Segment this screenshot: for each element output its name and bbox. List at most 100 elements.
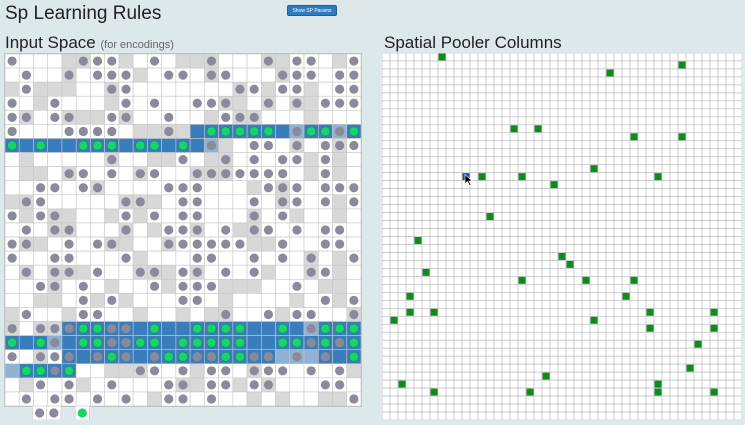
sp-column[interactable] (501, 92, 511, 102)
sp-column[interactable] (453, 132, 463, 142)
sp-column[interactable] (565, 76, 575, 86)
sp-column[interactable] (405, 315, 415, 325)
sp-column[interactable] (709, 371, 719, 381)
sp-column[interactable] (549, 236, 559, 245)
sp-column[interactable] (693, 212, 703, 221)
sp-column[interactable] (453, 148, 463, 158)
sp-column[interactable] (517, 395, 527, 405)
sp-column[interactable] (605, 411, 615, 420)
sp-column[interactable] (701, 236, 711, 245)
sp-column[interactable] (701, 308, 711, 317)
sp-column[interactable] (669, 236, 679, 245)
sp-column[interactable] (621, 387, 631, 397)
sp-column[interactable] (605, 308, 615, 317)
sp-column[interactable] (437, 315, 447, 325)
sp-column[interactable] (597, 323, 607, 333)
sp-column[interactable] (701, 68, 711, 78)
sp-column[interactable] (461, 371, 471, 381)
sp-column[interactable] (605, 244, 615, 253)
input-cell[interactable] (317, 391, 333, 406)
input-cell[interactable] (75, 250, 91, 266)
sp-column[interactable] (629, 403, 639, 413)
input-cell[interactable] (346, 377, 361, 393)
sp-column[interactable] (461, 387, 471, 397)
sp-column[interactable] (533, 108, 543, 118)
sp-column[interactable] (405, 403, 415, 413)
input-cell[interactable] (246, 321, 262, 336)
sp-column[interactable] (701, 180, 711, 189)
sp-column[interactable] (429, 196, 439, 205)
sp-column[interactable] (709, 164, 719, 173)
sp-column[interactable] (461, 363, 471, 373)
sp-column[interactable] (725, 220, 735, 229)
sp-column[interactable] (573, 395, 583, 405)
sp-column[interactable] (565, 411, 575, 420)
sp-column[interactable] (517, 53, 527, 62)
sp-column[interactable] (557, 347, 567, 357)
sp-column[interactable] (645, 252, 655, 261)
sp-column[interactable] (581, 292, 591, 301)
input-cell[interactable] (189, 81, 205, 97)
input-cell[interactable] (90, 81, 105, 97)
sp-column[interactable] (637, 188, 647, 197)
sp-column[interactable] (461, 148, 471, 158)
sp-column[interactable] (405, 92, 415, 102)
sp-column[interactable] (661, 315, 671, 325)
input-cell[interactable] (47, 138, 63, 153)
sp-column[interactable] (445, 220, 455, 229)
sp-column[interactable] (549, 172, 559, 181)
sp-column[interactable] (389, 84, 399, 94)
sp-column[interactable] (685, 379, 695, 389)
sp-column[interactable] (397, 300, 407, 309)
sp-column[interactable] (669, 84, 679, 94)
sp-column[interactable] (725, 236, 735, 245)
sp-column[interactable] (429, 268, 439, 277)
sp-column[interactable] (685, 355, 695, 365)
sp-column[interactable] (589, 355, 599, 365)
sp-column[interactable] (397, 268, 407, 277)
sp-column[interactable] (469, 292, 479, 301)
sp-column[interactable] (421, 53, 431, 62)
sp-column[interactable] (453, 379, 463, 389)
sp-column[interactable] (549, 196, 559, 205)
sp-column[interactable] (701, 196, 711, 205)
sp-column[interactable] (677, 292, 687, 301)
sp-column[interactable] (501, 84, 511, 94)
input-cell[interactable] (189, 67, 205, 83)
input-cell[interactable] (147, 124, 162, 139)
sp-column[interactable] (501, 331, 511, 341)
sp-column[interactable] (701, 100, 711, 110)
sp-column[interactable] (413, 339, 423, 349)
sp-column[interactable] (541, 140, 551, 150)
sp-column[interactable] (573, 172, 583, 181)
sp-column[interactable] (382, 84, 391, 94)
input-cell[interactable] (47, 307, 63, 322)
sp-column[interactable] (637, 284, 647, 293)
input-cell[interactable] (5, 194, 20, 210)
sp-column[interactable] (589, 411, 599, 420)
input-cell[interactable] (90, 363, 105, 379)
sp-column[interactable] (509, 220, 519, 229)
sp-column[interactable] (701, 132, 711, 142)
sp-column[interactable] (613, 108, 623, 118)
sp-column[interactable] (389, 331, 399, 341)
sp-column[interactable] (493, 363, 503, 373)
sp-column[interactable] (453, 411, 463, 420)
sp-column[interactable] (461, 379, 471, 389)
input-cell[interactable] (132, 124, 148, 139)
sp-column[interactable] (461, 124, 471, 134)
sp-column[interactable] (693, 387, 703, 397)
sp-column[interactable] (733, 180, 742, 189)
sp-column[interactable] (533, 347, 543, 357)
sp-column[interactable] (685, 53, 695, 62)
sp-column[interactable] (477, 132, 487, 142)
sp-column[interactable] (565, 403, 575, 413)
input-cell[interactable] (75, 363, 91, 379)
sp-column[interactable] (557, 387, 567, 397)
input-cell[interactable] (261, 264, 276, 280)
sp-column[interactable] (389, 228, 399, 237)
sp-column[interactable] (677, 68, 687, 78)
sp-column[interactable] (397, 156, 407, 165)
sp-column[interactable] (413, 76, 423, 86)
sp-column[interactable] (421, 236, 431, 245)
